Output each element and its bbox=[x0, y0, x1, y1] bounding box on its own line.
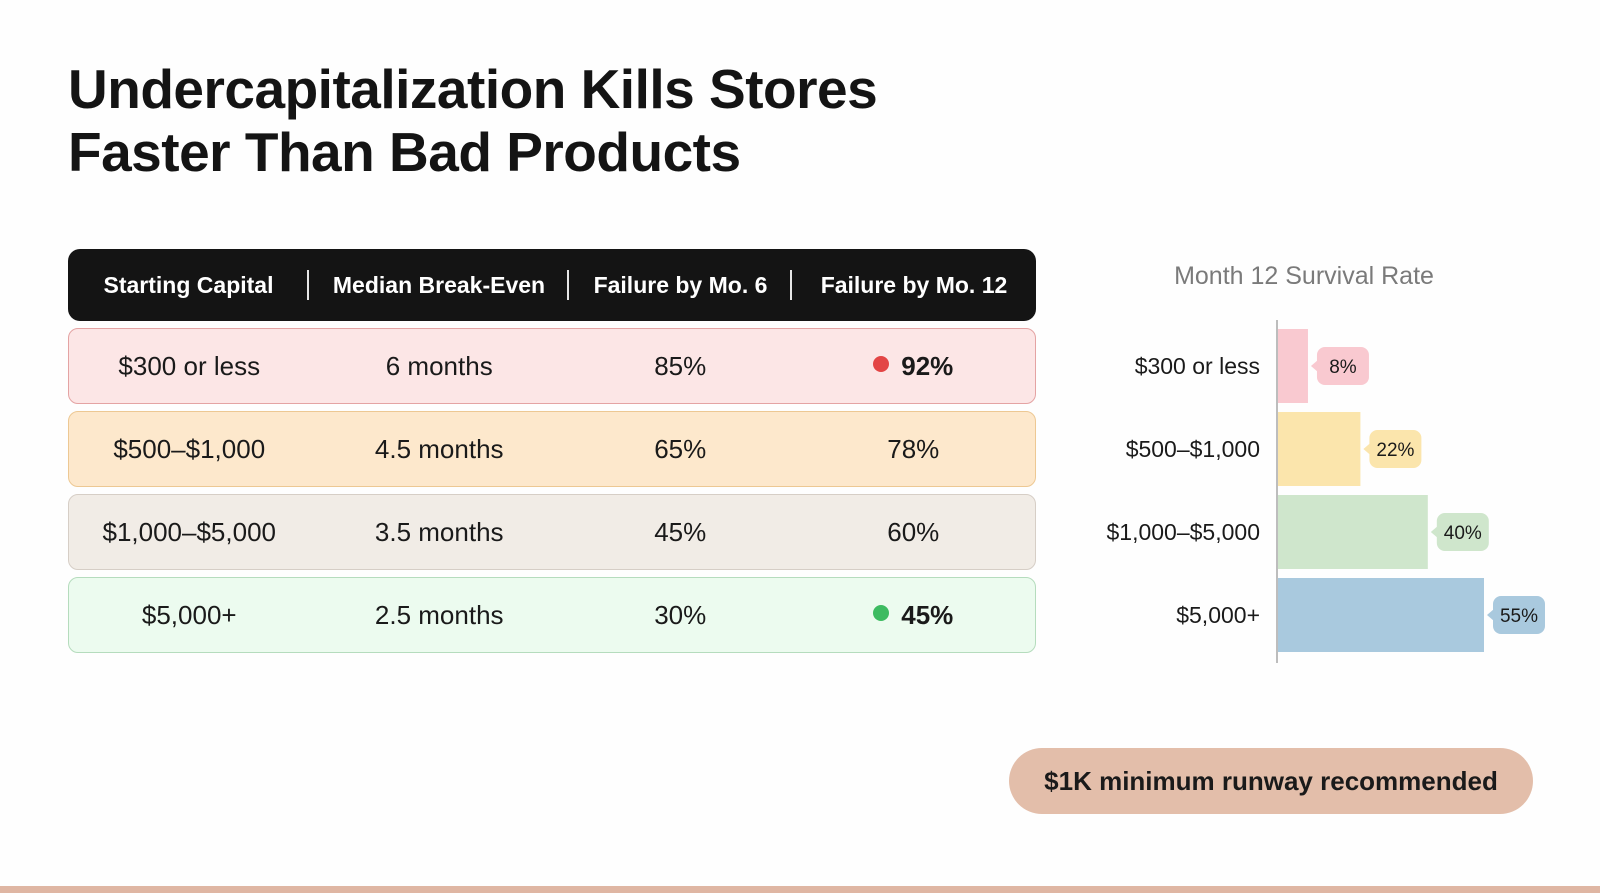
cell-breakeven: 6 months bbox=[385, 350, 493, 381]
cell-capital: $5,000+ bbox=[141, 599, 237, 630]
value-label: 40% bbox=[1444, 523, 1482, 544]
value-tag bbox=[1436, 513, 1489, 551]
cell-fail12: 45% bbox=[792, 600, 1036, 631]
cell-breakeven: 4.5 months bbox=[374, 433, 504, 464]
cell-fail6: 65% bbox=[654, 433, 707, 464]
cell-fail12: 60% bbox=[887, 516, 940, 547]
cell-fail6: 85% bbox=[654, 350, 707, 381]
cell-fail12: 92% bbox=[792, 351, 1036, 382]
value-tag-pointer bbox=[1430, 526, 1438, 538]
title-line-2: Faster Than Bad Products bbox=[68, 121, 741, 183]
table-row: $1,000–$5,000 3.5 months 45% 60% bbox=[68, 494, 1036, 570]
value-tag-pointer bbox=[1487, 609, 1494, 621]
runway-callout: $1K minimum runway recommended bbox=[1009, 748, 1533, 814]
value-tag-pointer bbox=[1363, 443, 1371, 455]
cell-fail6: 30% bbox=[654, 599, 707, 630]
header-median-break-even: Median Break-Even bbox=[309, 249, 569, 321]
table-row: $5,000+ 2.5 months 30% 45% bbox=[68, 577, 1036, 653]
value-label: 55% bbox=[1500, 606, 1538, 627]
cell-fail6: 45% bbox=[654, 516, 707, 547]
value-tag bbox=[1316, 347, 1369, 385]
table-row: $300 or less 6 months 85% 92% bbox=[68, 328, 1036, 404]
cell-capital: $500–$1,000 bbox=[113, 433, 266, 464]
table-header: Starting Capital Median Break-Even Failu… bbox=[68, 249, 1036, 321]
bar bbox=[1278, 412, 1361, 486]
value-tag-pointer bbox=[1310, 360, 1318, 372]
value-tag bbox=[1493, 596, 1545, 634]
red-dot-icon bbox=[873, 355, 890, 372]
header-failure-mo-12: Failure by Mo. 12 bbox=[820, 272, 1008, 298]
slide-title: Undercapitalization Kills Stores Faster … bbox=[68, 58, 878, 184]
value-label: 8% bbox=[1329, 357, 1357, 378]
header-starting-capital: Starting Capital bbox=[68, 249, 309, 321]
cell-breakeven: 2.5 months bbox=[374, 599, 504, 630]
cell-capital: $300 or less bbox=[118, 350, 261, 381]
header-failure-mo-6: Failure by Mo. 6 bbox=[569, 249, 792, 321]
fail12-value: 45% bbox=[901, 599, 954, 630]
category-label: $5,000+ bbox=[1176, 602, 1260, 628]
fail12-value: 92% bbox=[901, 350, 954, 381]
table-row: $500–$1,000 4.5 months 65% 78% bbox=[68, 411, 1036, 487]
category-label: $500–$1,000 bbox=[1126, 436, 1260, 462]
category-label: $300 or less bbox=[1135, 353, 1260, 379]
survival-rate-chart: Month 12 Survival Rate $300 or less 8% $50… bbox=[1107, 262, 1545, 663]
value-label: 22% bbox=[1376, 440, 1414, 461]
chart-title: Month 12 Survival Rate bbox=[1174, 262, 1434, 290]
title-line-1: Undercapitalization Kills Stores bbox=[68, 58, 878, 120]
cell-fail12: 78% bbox=[887, 433, 940, 464]
value-tag bbox=[1369, 430, 1422, 468]
green-dot-icon bbox=[873, 604, 890, 621]
category-label: $1,000–$5,000 bbox=[1107, 519, 1261, 545]
bar bbox=[1278, 578, 1484, 652]
bar bbox=[1278, 495, 1428, 569]
cell-breakeven: 3.5 months bbox=[374, 516, 504, 547]
bottom-accent-bar bbox=[0, 886, 1600, 893]
bar bbox=[1278, 329, 1308, 403]
cell-capital: $1,000–$5,000 bbox=[102, 516, 276, 547]
